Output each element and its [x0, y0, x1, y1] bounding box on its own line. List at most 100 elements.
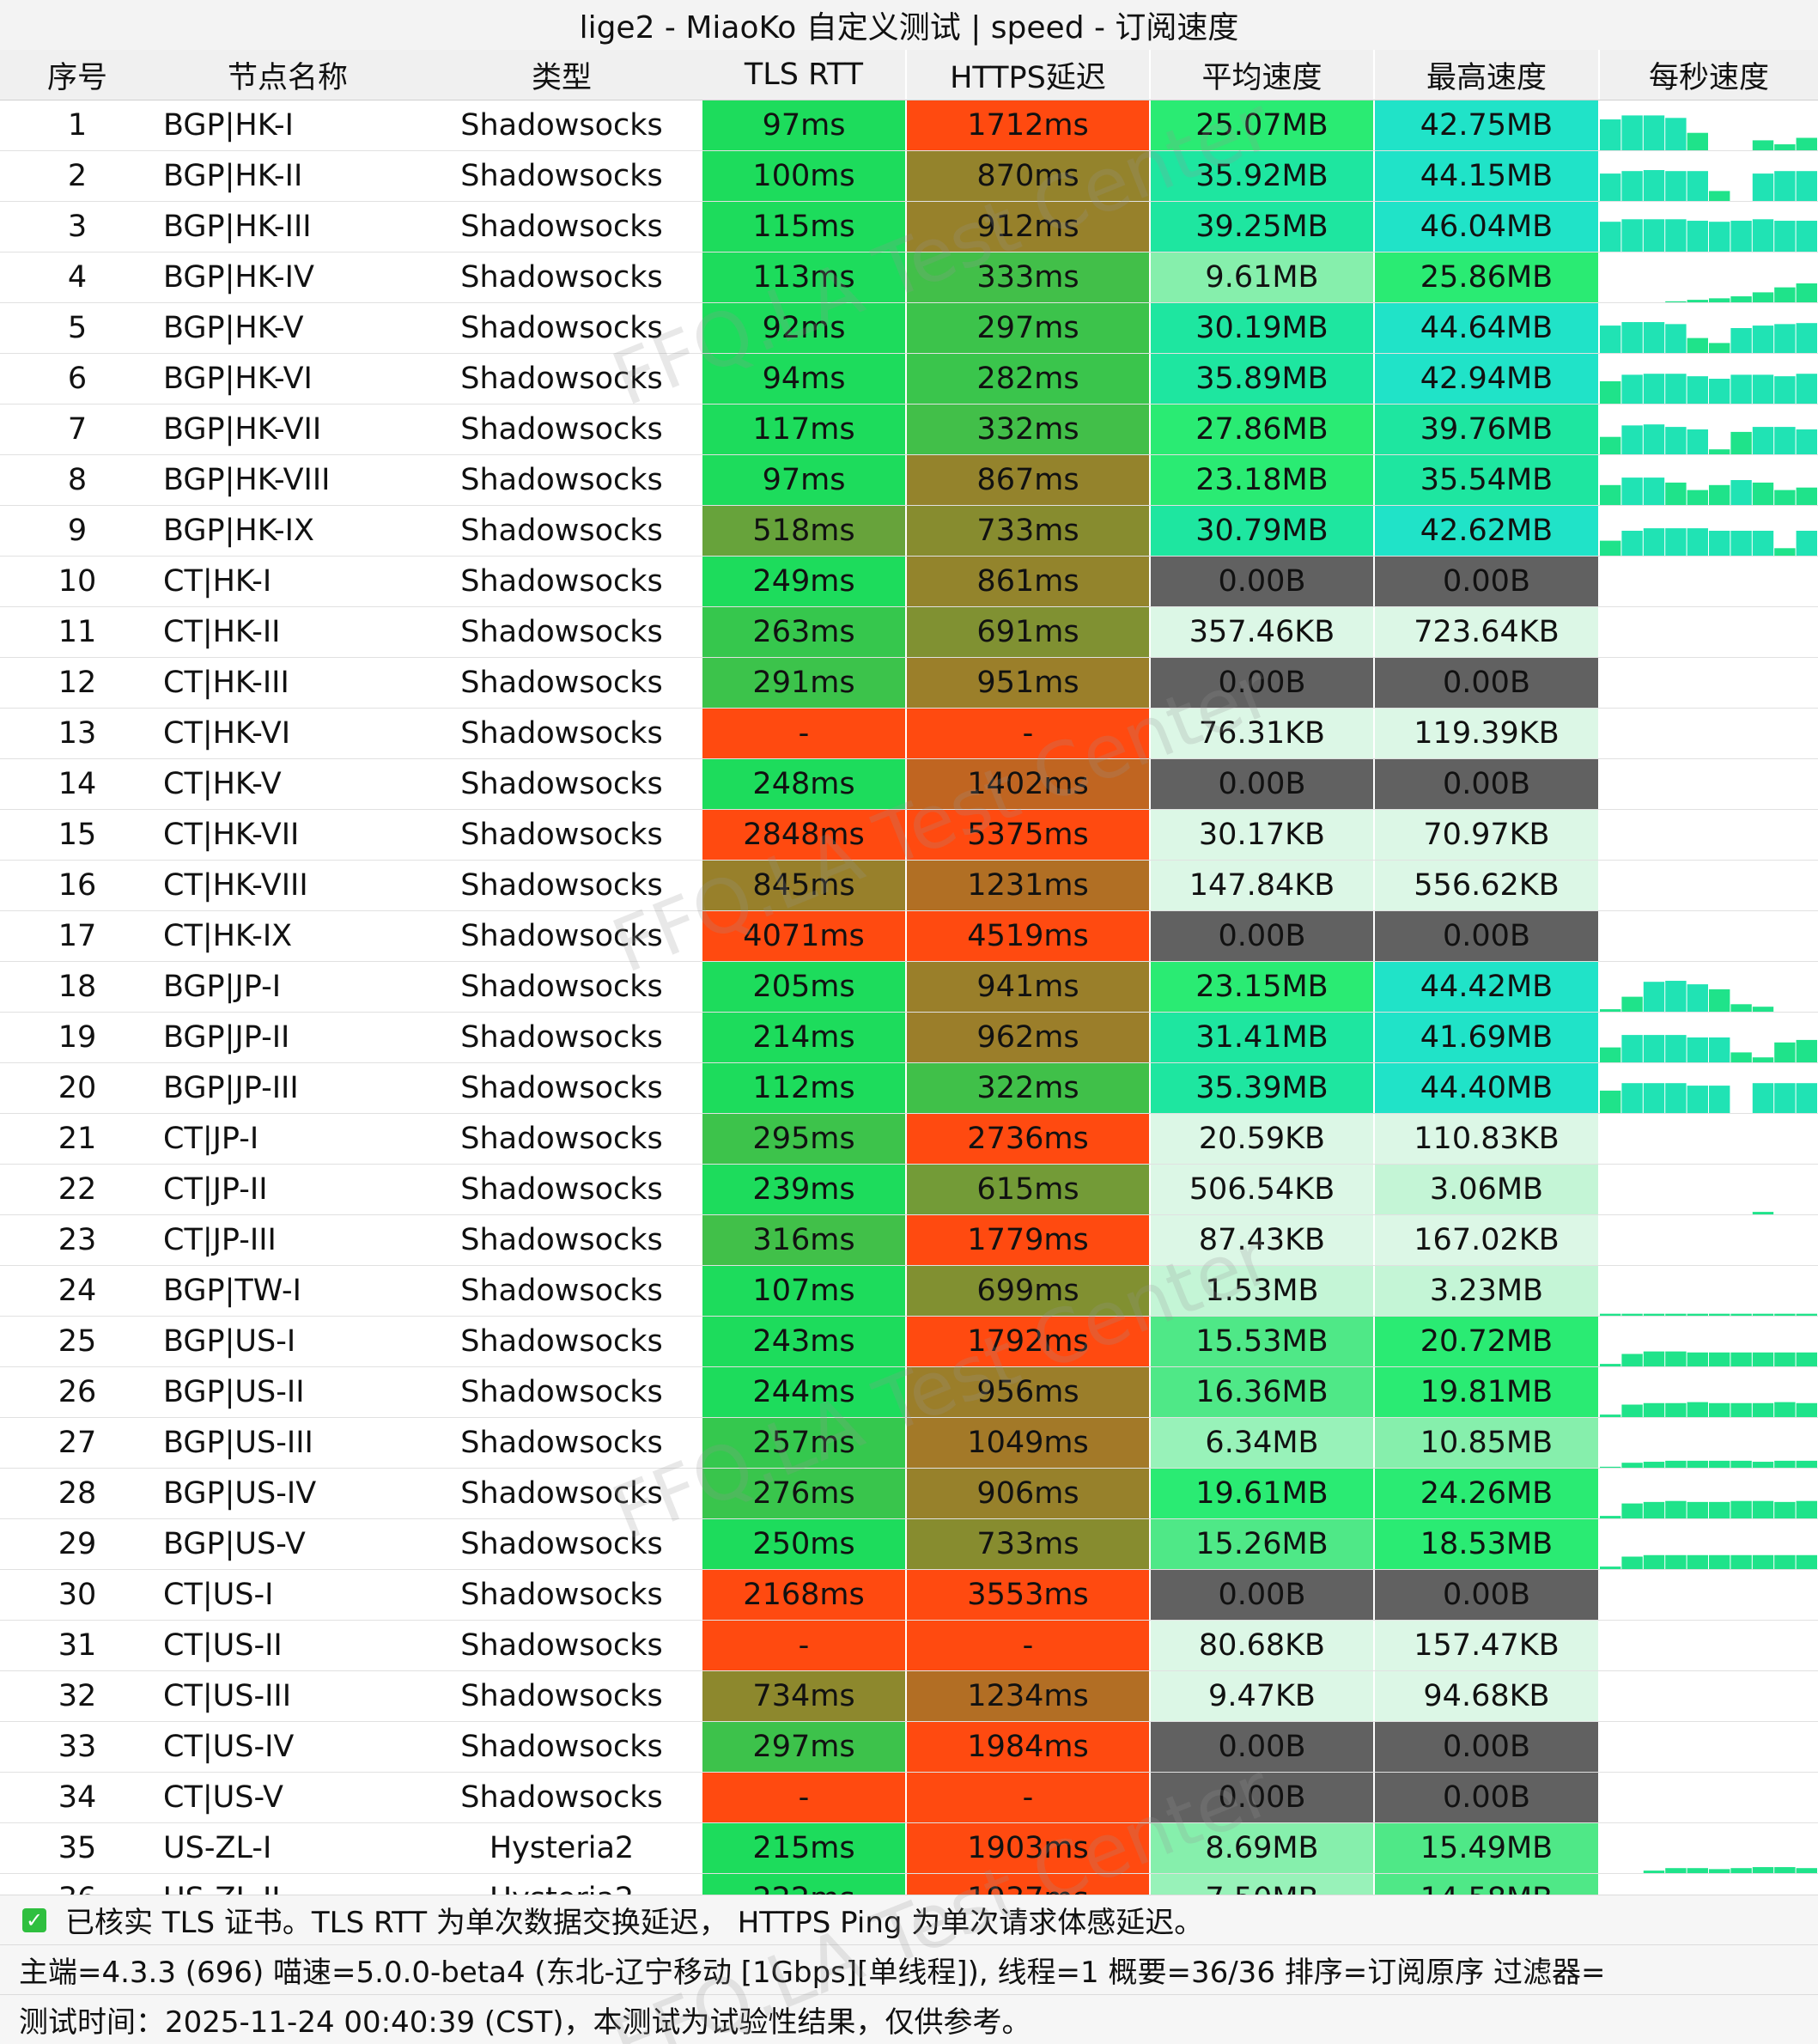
https-latency: 941ms [907, 962, 1151, 1012]
table-row[interactable]: 22 CT|JP-II Shadowsocks 239ms 615ms 506.54KB 3… [0, 1165, 1818, 1215]
table-row[interactable]: 29 BGP|US-V Shadowsocks 250ms 733ms 15.26MB 18… [0, 1519, 1818, 1570]
table-row[interactable]: 15 CT|HK-VII Shadowsocks 2848ms 5375ms 30.17K… [0, 810, 1818, 861]
max-speed: 10.85MB [1375, 1418, 1600, 1468]
col-header-node-name[interactable]: 节点名称 [227, 60, 348, 95]
col-header-avg-speed[interactable]: 平均速度 [1151, 50, 1375, 100]
speed-bar [1687, 1313, 1708, 1316]
node-name: BGP|HK-III [163, 210, 312, 244]
table-row[interactable]: 4 BGP|HK-IV Shadowsocks 113ms 333ms 9.61MB 25.… [0, 252, 1818, 303]
col-header-max-speed[interactable]: 最高速度 [1375, 50, 1600, 100]
max-speed: 0.00B [1375, 1773, 1600, 1822]
per-second-speed-chart [1600, 1114, 1818, 1164]
max-speed: 46.04MB [1375, 202, 1600, 252]
table-row[interactable]: 32 CT|US-III Shadowsocks 734ms 1234ms 9.47KB 9… [0, 1671, 1818, 1722]
table-row[interactable]: 27 BGP|US-III Shadowsocks 257ms 1049ms 6.34MB… [0, 1418, 1818, 1469]
speed-bar [1621, 1404, 1643, 1417]
table-row[interactable]: 7 BGP|HK-VII Shadowsocks 117ms 332ms 27.86MB 3… [0, 405, 1818, 455]
https-latency: 3553ms [907, 1570, 1151, 1620]
speed-bar [1687, 1501, 1708, 1518]
speed-bar [1665, 981, 1687, 1012]
speed-bar [1687, 1037, 1708, 1062]
tls-rtt: 4071ms [702, 911, 907, 961]
max-speed: 70.97KB [1375, 810, 1600, 860]
avg-speed: 25.07MB [1151, 100, 1375, 150]
speed-bar [1687, 1402, 1708, 1417]
speed-bar [1600, 1009, 1621, 1012]
table-row[interactable]: 23 CT|JP-III Shadowsocks 316ms 1779ms 87.43KB… [0, 1215, 1818, 1266]
node-type: Shadowsocks [460, 1476, 663, 1511]
speed-bar [1730, 1352, 1752, 1366]
row-index: 27 [58, 1426, 97, 1460]
table-row[interactable]: 2 BGP|HK-II Shadowsocks 100ms 870ms 35.92MB 44… [0, 151, 1818, 202]
avg-speed: 15.53MB [1151, 1317, 1375, 1366]
table-row[interactable]: 3 BGP|HK-III Shadowsocks 115ms 912ms 39.25MB 4… [0, 202, 1818, 252]
table-row[interactable]: 28 BGP|US-IV Shadowsocks 276ms 906ms 19.61MB 2… [0, 1469, 1818, 1519]
speed-bar [1796, 171, 1817, 201]
speed-bar [1643, 1035, 1665, 1062]
col-header-per-second-speed[interactable]: 每秒速度 [1648, 60, 1769, 95]
table-row[interactable]: 26 BGP|US-II Shadowsocks 244ms 956ms 16.36MB 1… [0, 1367, 1818, 1418]
table-row[interactable]: 17 CT|HK-IX Shadowsocks 4071ms 4519ms 0.00B 0.… [0, 911, 1818, 962]
table-row[interactable]: 13 CT|HK-VI Shadowsocks - -76.31KB 119.39KB [0, 709, 1818, 759]
table-row[interactable]: 9 BGP|HK-IX Shadowsocks 518ms 733ms 30.79MB 42… [0, 506, 1818, 557]
table-row[interactable]: 25 BGP|US-I Shadowsocks 243ms 1792ms 15.53MB 2… [0, 1317, 1818, 1367]
table-row[interactable]: 12 CT|HK-III Shadowsocks 291ms 951ms 0.00B 0.0… [0, 658, 1818, 709]
per-second-speed-chart [1600, 1722, 1818, 1772]
avg-speed: 0.00B [1151, 658, 1375, 708]
per-second-speed-chart [1600, 455, 1818, 505]
node-type: Shadowsocks [460, 919, 663, 953]
table-row[interactable]: 30 CT|US-I Shadowsocks 2168ms 3553ms 0.00B 0.0… [0, 1570, 1818, 1621]
https-latency: 912ms [907, 202, 1151, 252]
speed-bar [1665, 1868, 1687, 1873]
table-row[interactable]: 19 BGP|JP-II Shadowsocks 214ms 962ms 31.41MB 4… [0, 1013, 1818, 1063]
max-speed: 167.02KB [1375, 1215, 1600, 1265]
node-type: Shadowsocks [460, 1730, 663, 1764]
table-row[interactable]: 10 CT|HK-I Shadowsocks 249ms 861ms 0.00B 0.00B [0, 557, 1818, 607]
avg-speed: 35.92MB [1151, 151, 1375, 201]
row-index: 4 [67, 260, 88, 295]
table-row[interactable]: 35 US-ZL-I Hysteria2 215ms 1903ms 8.69MB 15.49… [0, 1823, 1818, 1874]
table-row[interactable]: 16 CT|HK-VIII Shadowsocks 845ms 1231ms 147.84… [0, 861, 1818, 911]
col-header-https-latency[interactable]: HTTPS延迟 [907, 50, 1151, 100]
speed-bar [1709, 1086, 1730, 1113]
row-index: 30 [58, 1578, 97, 1612]
per-second-speed-chart [1600, 557, 1818, 606]
table-row[interactable]: 20 BGP|JP-III Shadowsocks 112ms 322ms 35.39MB… [0, 1063, 1818, 1114]
max-speed: 42.94MB [1375, 354, 1600, 404]
https-latency: 1049ms [907, 1418, 1151, 1468]
col-header-index[interactable]: 序号 [46, 60, 107, 95]
col-header-type[interactable]: 类型 [531, 60, 592, 95]
table-row[interactable]: 6 BGP|HK-VI Shadowsocks 94ms 282ms 35.89MB 42.… [0, 354, 1818, 405]
speed-bar [1687, 490, 1708, 505]
per-second-speed-chart [1600, 911, 1818, 961]
table-row[interactable]: 21 CT|JP-I Shadowsocks 295ms 2736ms 20.59KB 11… [0, 1114, 1818, 1165]
table-row[interactable]: 31 CT|US-II Shadowsocks - -80.68KB 157.47KB [0, 1621, 1818, 1671]
table-row[interactable]: 24 BGP|TW-I Shadowsocks 107ms 699ms 1.53MB 3.2… [0, 1266, 1818, 1317]
per-second-speed-chart [1600, 1823, 1818, 1873]
speed-bar [1665, 427, 1687, 454]
table-row[interactable]: 34 CT|US-V Shadowsocks - -0.00B 0.00B [0, 1773, 1818, 1823]
status-footer: ✓ 已核实 TLS 证书。TLS RTT 为单次数据交换延迟， HTTPS Pi… [0, 1895, 1818, 2044]
speed-bar [1643, 1351, 1665, 1366]
per-second-speed-chart [1600, 810, 1818, 860]
row-index: 15 [58, 818, 97, 852]
table-row[interactable]: 14 CT|HK-V Shadowsocks 248ms 1402ms 0.00B 0.00… [0, 759, 1818, 810]
speed-bar [1665, 171, 1687, 201]
avg-speed: 30.17KB [1151, 810, 1375, 860]
speed-bar [1621, 996, 1643, 1012]
speed-bar [1752, 1083, 1774, 1113]
speed-bar [1687, 221, 1708, 252]
speed-bar [1665, 1460, 1687, 1468]
table-row[interactable]: 33 CT|US-IV Shadowsocks 297ms 1984ms 0.00B 0.0… [0, 1722, 1818, 1773]
node-name: BGP|HK-IX [163, 514, 314, 548]
col-header-tls-rtt[interactable]: TLS RTT [702, 50, 907, 100]
table-row[interactable]: 5 BGP|HK-V Shadowsocks 92ms 297ms 30.19MB 44.6… [0, 303, 1818, 354]
table-row[interactable]: 1 BGP|HK-I Shadowsocks 97ms 1712ms 25.07MB 42.… [0, 100, 1818, 151]
table-row[interactable]: 11 CT|HK-II Shadowsocks 263ms 691ms 357.46KB 7… [0, 607, 1818, 658]
node-type: Shadowsocks [460, 311, 663, 345]
table-row[interactable]: 18 BGP|JP-I Shadowsocks 205ms 941ms 23.15MB 44… [0, 962, 1818, 1013]
table-row[interactable]: 8 BGP|HK-VIII Shadowsocks 97ms 867ms 23.18MB 3… [0, 455, 1818, 506]
speed-sparkline [1600, 1035, 1817, 1062]
node-type: Shadowsocks [460, 1679, 663, 1713]
node-name: CT|US-III [163, 1679, 292, 1713]
